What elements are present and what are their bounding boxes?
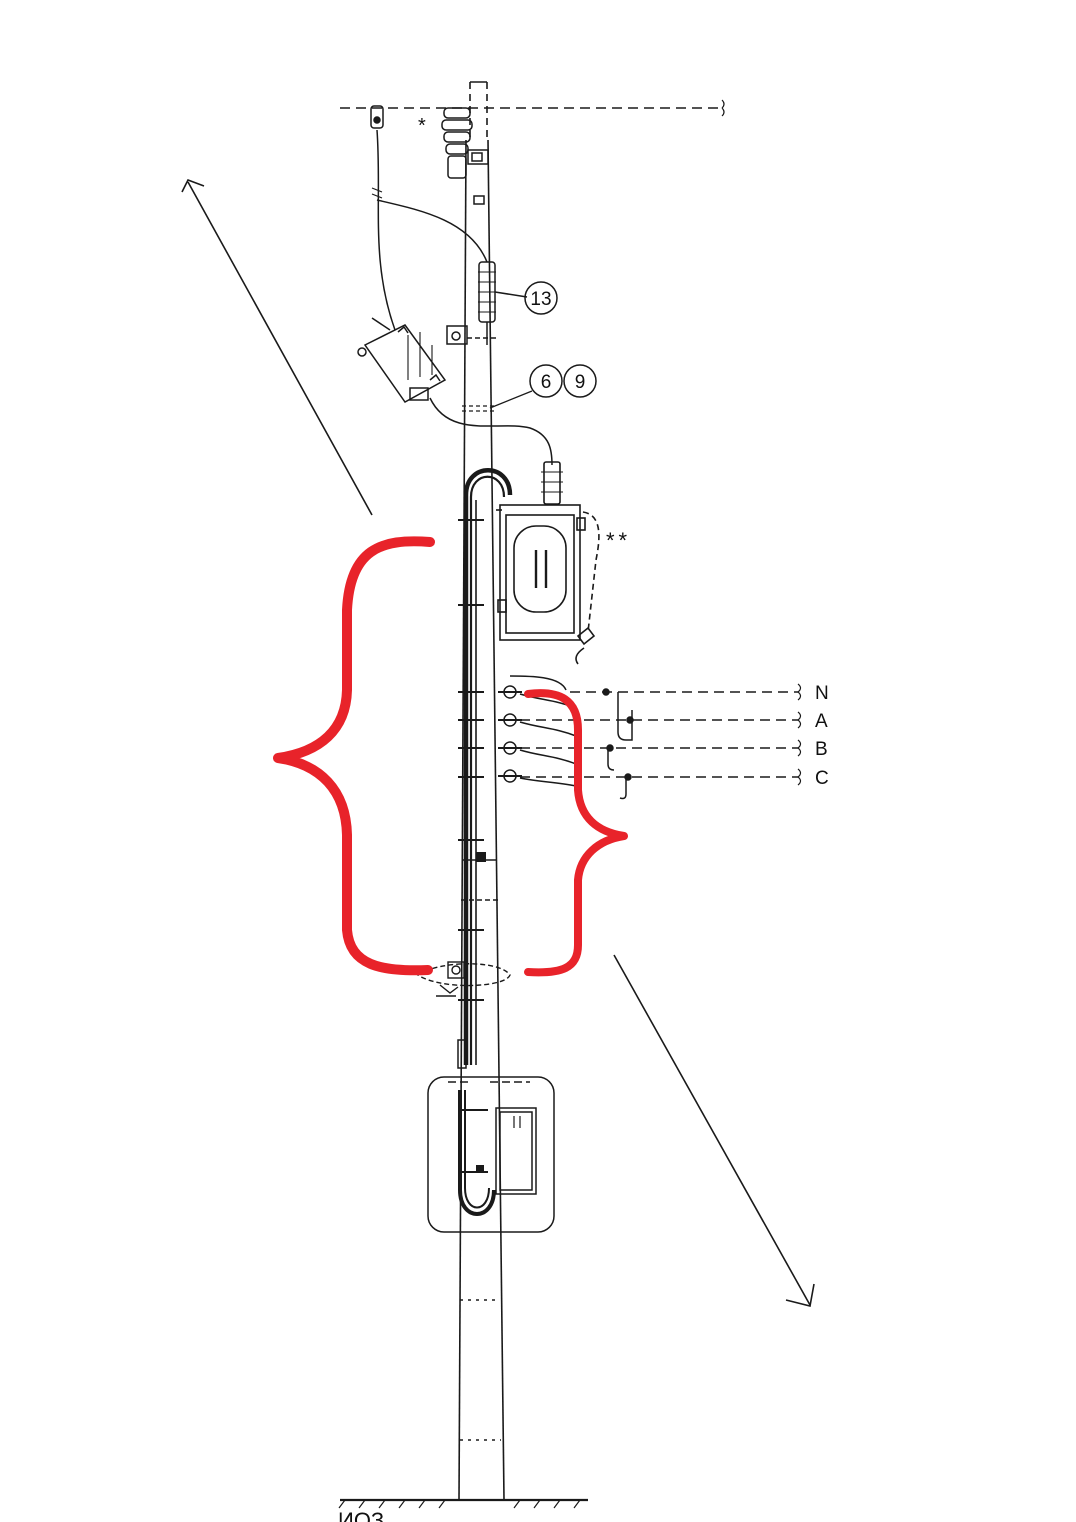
insulator-top bbox=[441, 107, 489, 205]
transformer bbox=[496, 461, 600, 665]
phase-label-c: C bbox=[815, 768, 829, 789]
callout-13: 13 bbox=[524, 281, 558, 315]
callout-6-9: 6 9 bbox=[462, 364, 597, 412]
phase-label-n: N bbox=[815, 683, 829, 704]
phase-label-a: A bbox=[815, 711, 828, 732]
callout-6-label: 6 bbox=[541, 372, 552, 393]
surge-arrester bbox=[376, 199, 528, 345]
fuse-cutout bbox=[357, 317, 553, 466]
phase-label-b: B bbox=[815, 739, 828, 760]
double-star-marker: ** bbox=[606, 528, 631, 553]
insulator-left bbox=[370, 105, 396, 331]
callout-9-label: 9 bbox=[575, 372, 586, 393]
overhead-line bbox=[340, 99, 725, 117]
arrow-upper-left bbox=[181, 178, 373, 516]
phase-lines bbox=[520, 683, 802, 786]
single-star-marker: * bbox=[418, 115, 426, 137]
ground-line bbox=[338, 1498, 588, 1509]
lower-equipment-box bbox=[427, 1076, 555, 1233]
lv-terminals bbox=[498, 675, 634, 800]
cable-bundle bbox=[457, 468, 513, 1069]
arrow-lower-right bbox=[613, 954, 815, 1307]
bottom-text: ИОЗ bbox=[338, 1508, 384, 1522]
callout-13-label: 13 bbox=[530, 289, 551, 310]
red-brace-right bbox=[524, 689, 628, 977]
red-brace-left bbox=[273, 536, 435, 976]
ground-clamp bbox=[416, 961, 511, 997]
